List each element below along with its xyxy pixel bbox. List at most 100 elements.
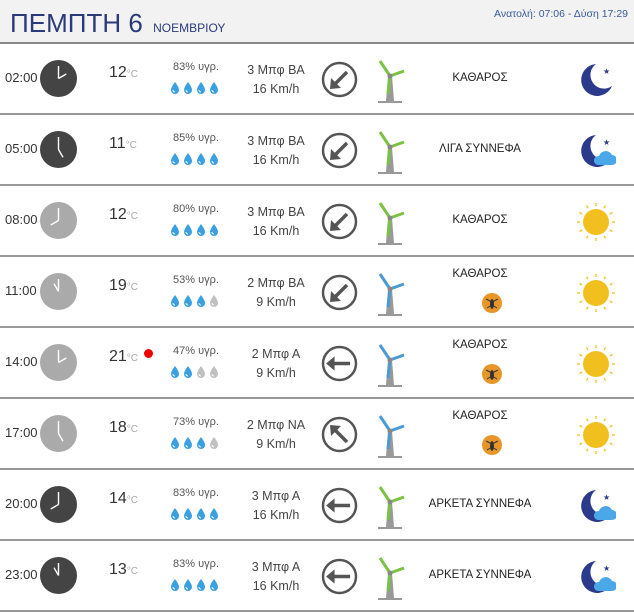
- humidity-drops: [170, 508, 219, 520]
- clock-icon: [40, 486, 77, 523]
- drop-icon: [184, 295, 192, 307]
- clock-icon: [40, 415, 77, 452]
- wind-turbine-icon: [378, 273, 405, 316]
- sun-icon: [577, 345, 615, 383]
- humidity-drops: [170, 82, 219, 94]
- humidity: 47% υγρ.: [173, 345, 219, 357]
- mosquito-icon: [482, 293, 502, 313]
- temperature-value: 19: [109, 277, 127, 294]
- wind-speed: 16 Km/h: [252, 153, 300, 167]
- wind-beaufort: 3 Μπφ ΒΑ: [247, 63, 305, 77]
- wind-speed: 9 Km/h: [256, 366, 296, 380]
- drop-icon: [171, 82, 179, 94]
- page-title: ΠΕΜΠΤΗ 6 ΝΟΕΜΒΡΙΟΥ: [10, 8, 225, 39]
- temperature: 21°C: [109, 348, 138, 366]
- wind-turbine-icon: [378, 131, 405, 174]
- drop-icon: [184, 579, 192, 591]
- wind-beaufort: 2 Μπφ ΒΑ: [247, 276, 305, 290]
- temperature-value: 12: [109, 206, 127, 223]
- wind-info: 2 Μπφ ΝΑ 9 Km/h: [236, 416, 316, 454]
- condition-label: ΑΡΚΕΤΑ ΣΥΝΝΕΦΑ: [428, 569, 532, 581]
- drop-icon: [171, 579, 179, 591]
- humidity: 53% υγρ.: [173, 274, 219, 286]
- wind-info: 3 Μπφ ΒΑ 16 Km/h: [236, 61, 316, 99]
- drop-icon: [197, 437, 205, 449]
- drop-icon: [197, 153, 205, 165]
- wind-speed: 16 Km/h: [252, 82, 300, 96]
- wind-info: 3 Μπφ ΒΑ 16 Km/h: [236, 203, 316, 241]
- condition-label: ΚΑΘΑΡΟΣ: [452, 339, 508, 351]
- humidity: 83% υγρ.: [173, 487, 219, 499]
- drop-icon: [197, 295, 205, 307]
- wind-speed: 9 Km/h: [256, 295, 296, 309]
- humidity-drops: [170, 224, 219, 236]
- wind-speed: 16 Km/h: [252, 224, 300, 238]
- forecast-row: 14:00 21°C 47% υγρ. 2 Μπφ Α 9 Km/h ΚΑΘΑΡΟ…: [0, 328, 634, 399]
- wind-beaufort: 3 Μπφ ΒΑ: [247, 205, 305, 219]
- forecast-row: 20:00 14°C 83% υγρ. 3 Μπφ Α 16 Km/h ΑΡΚΕΤ…: [0, 470, 634, 541]
- condition-label: ΛΙΓΑ ΣΥΝΝΕΦΑ: [439, 143, 521, 155]
- svg-text:★: ★: [603, 493, 610, 502]
- wind-turbine-icon: [378, 415, 405, 458]
- wind-info: 3 Μπφ Α 16 Km/h: [236, 558, 316, 596]
- wind-direction-arrow-icon: [321, 487, 358, 524]
- humidity: 83% υγρ.: [173, 558, 219, 570]
- humidity-drops: [170, 579, 219, 591]
- drop-icon: [197, 224, 205, 236]
- wind-turbine-icon: [378, 344, 405, 387]
- drop-icon: [197, 366, 205, 378]
- wind-direction-arrow-icon: [321, 345, 358, 382]
- clock-icon: [40, 60, 77, 97]
- time-label: 20:00: [5, 496, 38, 511]
- forecast-row: 11:00 19°C 53% υγρ. 2 Μπφ ΒΑ 9 Km/h ΚΑΘΑΡ…: [0, 257, 634, 328]
- temperature-unit: °C: [125, 140, 137, 151]
- wind-speed: 9 Km/h: [256, 437, 296, 451]
- temperature-unit: °C: [126, 424, 139, 435]
- drop-icon: [210, 153, 218, 165]
- wind-beaufort: 3 Μπφ Α: [251, 560, 301, 574]
- drop-icon: [184, 437, 192, 449]
- drop-icon: [184, 366, 192, 378]
- temperature: 14°C: [109, 490, 138, 508]
- time-label: 05:00: [5, 141, 38, 156]
- wind-speed: 16 Km/h: [252, 508, 300, 522]
- wind-direction-arrow-icon: [321, 416, 358, 453]
- wind-info: 2 Μπφ Α 9 Km/h: [236, 345, 316, 383]
- temperature: 12°C: [109, 64, 138, 82]
- clock-icon: [40, 557, 77, 594]
- wind-speed: 16 Km/h: [252, 579, 300, 593]
- humidity-drops: [170, 295, 219, 307]
- temperature-unit: °C: [126, 211, 139, 222]
- forecast-row: 08:00 12°C 80% υγρ. 3 Μπφ ΒΑ 16 Km/h ΚΑΘΑ…: [0, 186, 634, 257]
- drop-icon: [197, 82, 205, 94]
- temperature: 12°C: [109, 206, 138, 224]
- temperature: 13°C: [109, 561, 138, 579]
- wind-direction-arrow-icon: [321, 274, 358, 311]
- condition-label: ΚΑΘΑΡΟΣ: [452, 214, 508, 226]
- forecast-row: 05:00 11°C 85% υγρ. 3 Μπφ ΒΑ 16 Km/h ΛΙΓΑ…: [0, 115, 634, 186]
- moon-icon: ★: [581, 64, 612, 96]
- time-label: 17:00: [5, 425, 38, 440]
- wind-direction-arrow-icon: [321, 61, 358, 98]
- drop-icon: [184, 82, 192, 94]
- moon-cloud-icon: ★: [581, 135, 616, 167]
- temperature: 18°C: [109, 419, 138, 437]
- drop-icon: [197, 508, 205, 520]
- temperature: 11°C: [109, 135, 137, 153]
- condition-label: ΚΑΘΑΡΟΣ: [452, 410, 508, 422]
- moon-cloud-icon: ★: [581, 561, 616, 593]
- temperature-unit: °C: [126, 495, 139, 506]
- alert-dot: [144, 349, 153, 358]
- time-label: 11:00: [5, 283, 37, 298]
- drop-icon: [197, 579, 205, 591]
- temperature-unit: °C: [126, 282, 139, 293]
- drop-icon: [171, 437, 179, 449]
- condition-label: ΚΑΘΑΡΟΣ: [452, 72, 508, 84]
- drop-icon: [171, 366, 179, 378]
- temperature: 19°C: [109, 277, 138, 295]
- condition-label: ΑΡΚΕΤΑ ΣΥΝΝΕΦΑ: [428, 498, 532, 510]
- sun-icon: [577, 274, 615, 312]
- time-label: 23:00: [5, 567, 38, 582]
- wind-turbine-icon: [378, 557, 405, 600]
- wind-beaufort: 2 Μπφ Α: [251, 347, 301, 361]
